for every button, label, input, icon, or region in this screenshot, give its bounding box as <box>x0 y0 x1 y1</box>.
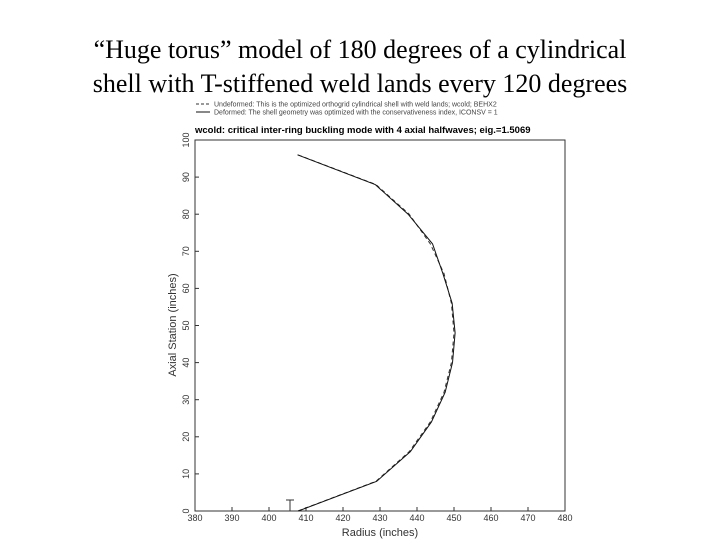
plot-frame <box>194 139 566 512</box>
y-tick-label: 100 <box>181 132 191 147</box>
y-tick-label: 50 <box>181 320 191 330</box>
x-tick-label: 450 <box>446 513 461 523</box>
series-line <box>297 154 456 512</box>
x-tick-label: 460 <box>483 513 498 523</box>
y-tick-label: 80 <box>181 209 191 219</box>
x-tick-label: 400 <box>261 513 276 523</box>
y-tick-label: 10 <box>181 469 191 479</box>
y-tick-label: 20 <box>181 432 191 442</box>
stiffener <box>286 499 294 511</box>
x-tick-label: 430 <box>372 513 387 523</box>
x-tick-label: 480 <box>557 513 572 523</box>
slide-title: “Huge torus” model of 180 degrees of a c… <box>94 35 627 64</box>
y-tick-label: 60 <box>181 283 191 293</box>
x-tick-label: 440 <box>409 513 424 523</box>
y-tick-label: 90 <box>181 172 191 182</box>
x-tick-label: 380 <box>187 513 202 523</box>
y-axis-label: Axial Station (inches) <box>167 273 179 376</box>
y-tick-label: 0 <box>181 508 191 513</box>
x-tick-label: 470 <box>520 513 535 523</box>
y-tick-label: 70 <box>181 246 191 256</box>
y-tick-label: 30 <box>181 395 191 405</box>
x-tick-label: 420 <box>335 513 350 523</box>
x-tick-label: 390 <box>224 513 239 523</box>
chart-title: wcold: critical inter-ring buckling mode… <box>194 125 531 136</box>
x-tick-label: 410 <box>298 513 313 523</box>
legend-label: Undeformed: This is the optimized orthog… <box>214 102 497 109</box>
legend-label: Deformed: The shell geometry was optimiz… <box>214 110 498 117</box>
series-line <box>297 154 455 512</box>
y-tick-label: 40 <box>181 358 191 368</box>
x-axis-label: Radius (inches) <box>342 527 418 539</box>
slide-title: shell with T-stiffened weld lands every … <box>93 69 628 98</box>
